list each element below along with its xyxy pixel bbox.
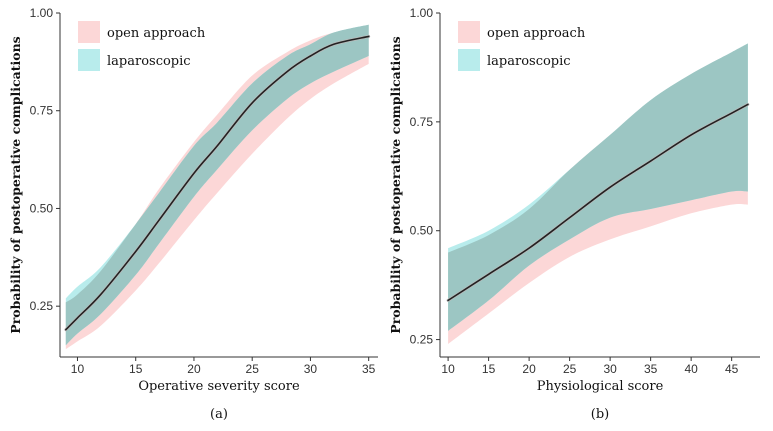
legend-swatch-laparoscopic — [458, 49, 480, 71]
x-tick-label: 20 — [522, 362, 536, 376]
panel-label: (b) — [591, 407, 609, 422]
x-tick-label: 25 — [246, 362, 260, 376]
fit-line-laparoscopic — [447, 103, 749, 302]
band-overlap — [65, 24, 369, 346]
legend-label: open approach — [487, 26, 586, 41]
ticks: 10 15 20 25 30 35 40 45 0.25 0.50 0.75 1.00 — [410, 6, 739, 376]
x-tick-label: 15 — [129, 362, 143, 376]
fit-lines — [64, 34, 371, 332]
x-tick-label: 25 — [563, 362, 577, 376]
x-tick-label: 30 — [603, 362, 617, 376]
fit-lines — [446, 102, 750, 302]
x-tick-label: 10 — [71, 362, 85, 376]
legend-label: laparoscopic — [487, 54, 571, 69]
band-overlap — [448, 43, 748, 331]
axes — [439, 13, 760, 358]
panel-label: (a) — [210, 407, 228, 422]
y-tick-label: 1.00 — [410, 6, 434, 20]
x-tick-label: 30 — [304, 362, 318, 376]
x-tick-label: 40 — [684, 362, 698, 376]
y-tick-label: 0.75 — [30, 104, 54, 118]
y-tick-label: 0.50 — [410, 224, 434, 238]
band-open-approach — [65, 24, 369, 350]
y-tick-label: 0.25 — [30, 299, 54, 313]
y-axis-title: Probability of postoperative complicatio… — [8, 36, 23, 333]
legend-swatch-laparoscopic — [78, 49, 100, 71]
legend-label: open approach — [107, 26, 206, 41]
legend: open approach laparoscopic — [458, 21, 586, 71]
x-tick-label: 35 — [644, 362, 658, 376]
panel-b-chart: 10 15 20 25 30 35 40 45 0.25 0.50 0.75 1.00 open ap… — [388, 6, 760, 422]
y-tick-label: 1.00 — [30, 6, 54, 20]
confidence-bands — [448, 43, 748, 344]
y-tick-label: 0.75 — [410, 115, 434, 129]
legend-swatch-open-approach — [458, 21, 480, 43]
x-tick-label: 45 — [725, 362, 739, 376]
fit-line-laparoscopic — [65, 35, 370, 331]
axes — [59, 13, 378, 358]
legend: open approach laparoscopic — [78, 21, 206, 71]
y-tick-label: 0.25 — [410, 333, 434, 347]
legend-label: laparoscopic — [107, 54, 191, 69]
y-tick-label: 0.50 — [30, 201, 54, 215]
ticks: 10 15 20 25 30 35 0.25 0.50 0.75 1.00 — [30, 6, 376, 376]
panel-a-chart: 10 15 20 25 30 35 0.25 0.50 0.75 1.00 open approa… — [8, 6, 378, 422]
confidence-bands — [65, 24, 369, 350]
x-tick-label: 20 — [187, 362, 201, 376]
x-tick-label: 10 — [441, 362, 455, 376]
x-tick-label: 15 — [482, 362, 496, 376]
y-axis-title: Probability of postoperative complicatio… — [388, 36, 403, 333]
x-axis-title: Physiological score — [537, 379, 664, 394]
x-tick-label: 35 — [362, 362, 376, 376]
legend-swatch-open-approach — [78, 21, 100, 43]
x-axis-title: Operative severity score — [138, 379, 300, 394]
